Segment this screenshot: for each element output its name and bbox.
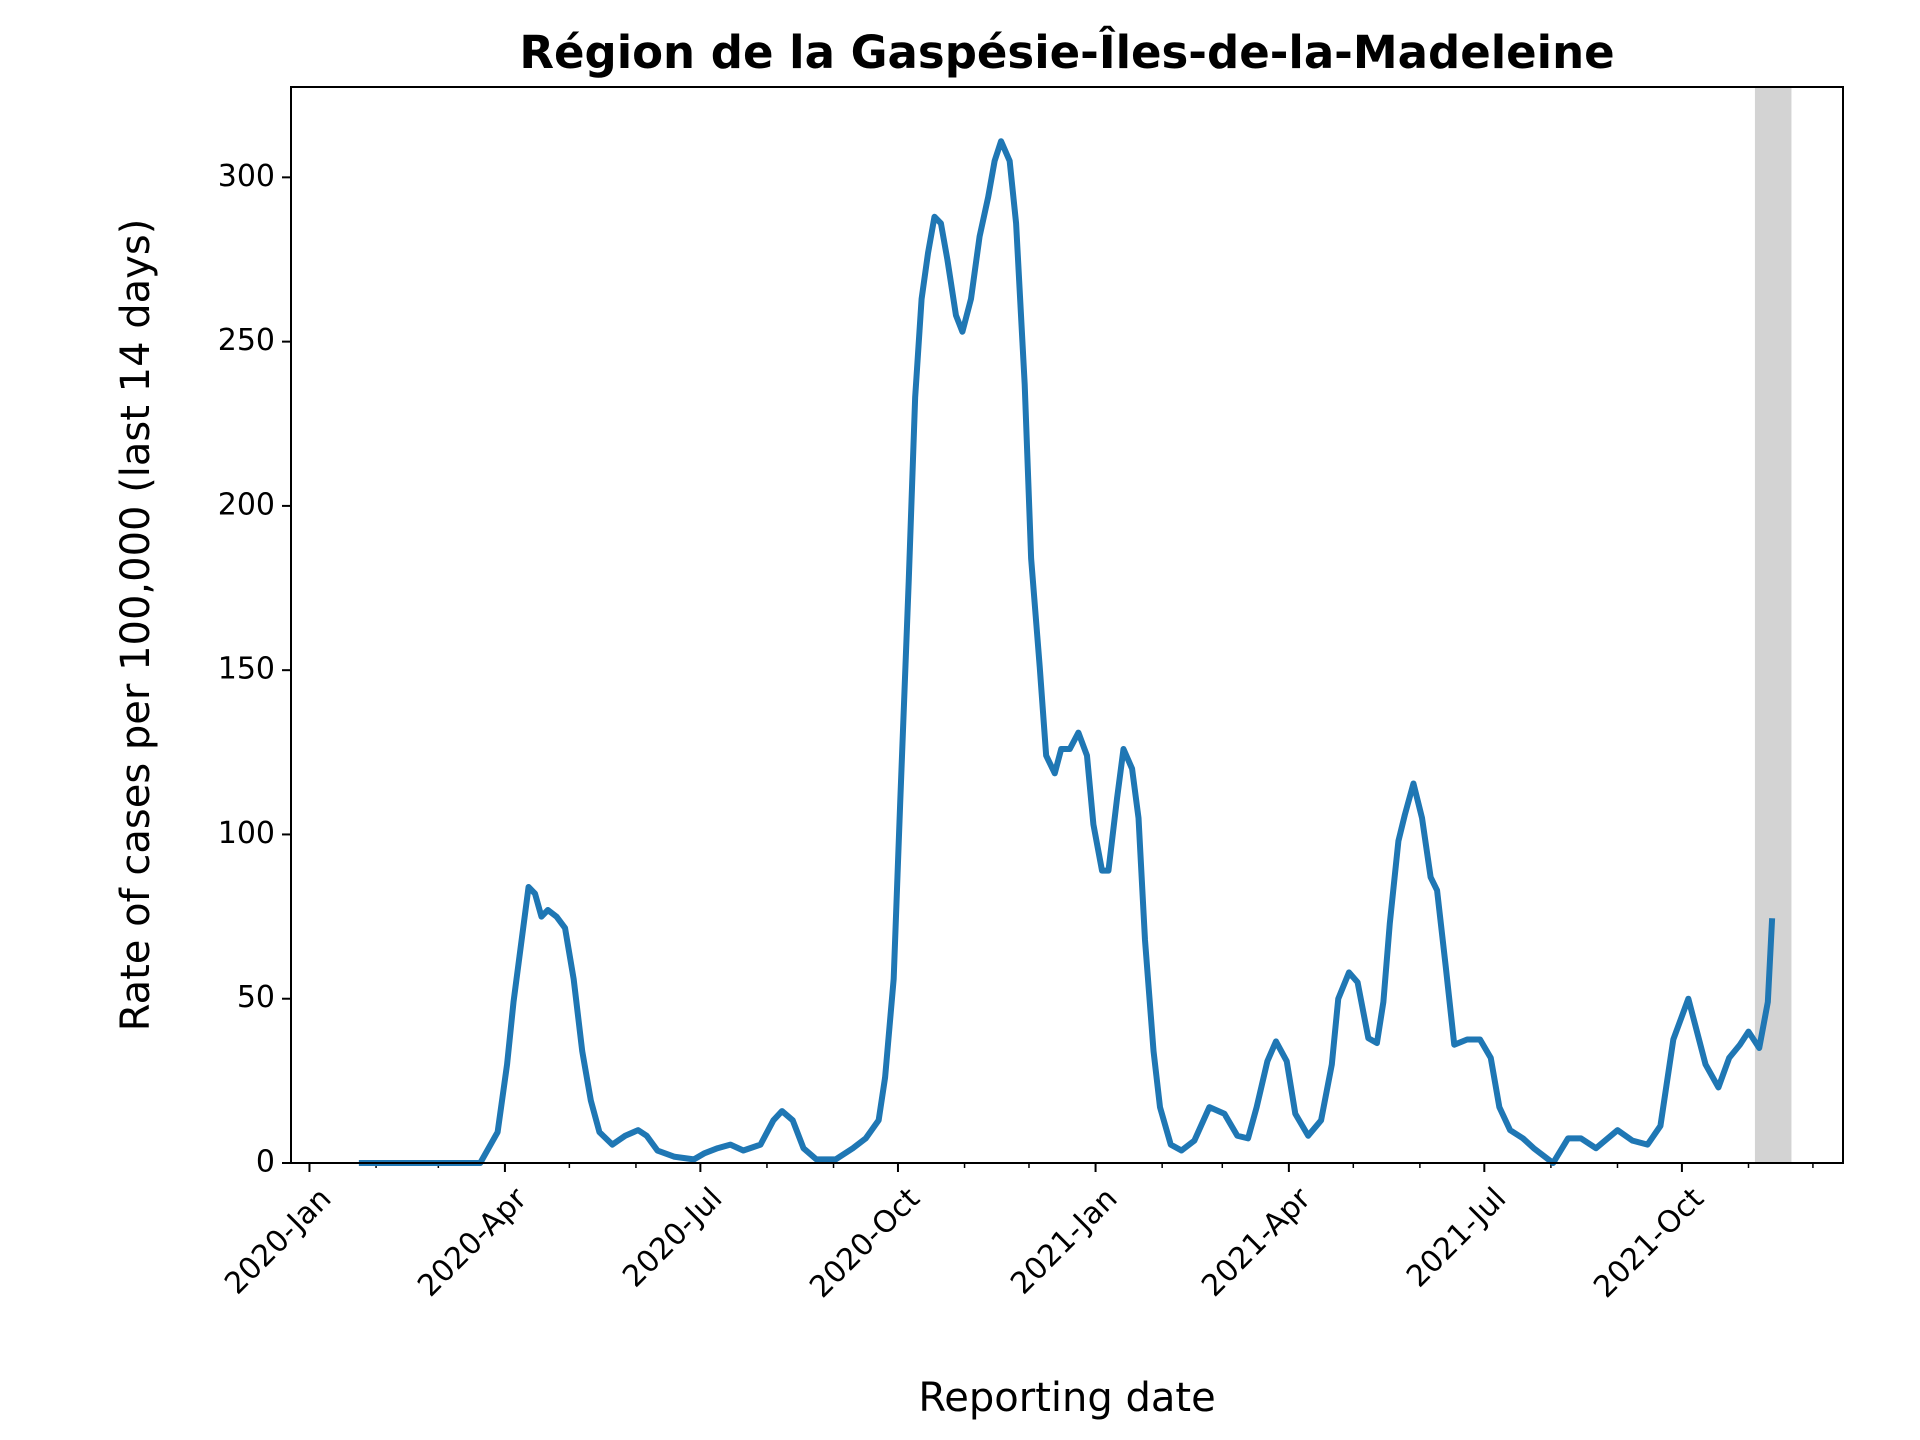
x-tick-label: 2020-Jan [218, 1181, 338, 1301]
y-tick-label: 250 [218, 323, 275, 358]
y-tick-label: 150 [218, 652, 275, 687]
y-tick-label: 300 [218, 159, 275, 194]
x-tick-label: 2021-Jan [1004, 1181, 1124, 1301]
x-tick-label: 2020-Apr [411, 1181, 534, 1304]
x-axis-label: Reporting date [918, 1375, 1215, 1421]
y-tick-label: 0 [256, 1145, 275, 1180]
y-tick-label: 100 [218, 816, 275, 851]
chart-title: Région de la Gaspésie-Îles-de-la-Madelei… [519, 26, 1614, 79]
y-tick-label: 50 [237, 980, 275, 1015]
data-line [358, 138, 1776, 1166]
y-tick-label: 200 [218, 487, 275, 522]
x-tick-label: 2021-Apr [1195, 1181, 1318, 1304]
y-axis-label: Rate of cases per 100,000 (last 14 days) [113, 219, 159, 1032]
x-tick-label: 2021-Jul [1400, 1181, 1513, 1294]
x-tick-label: 2021-Oct [1587, 1181, 1711, 1305]
plot-frame [290, 86, 1844, 1164]
x-tick-label: 2020-Oct [803, 1181, 927, 1305]
shaded-span [1754, 87, 1792, 1163]
x-tick-label: 2020-Jul [616, 1181, 729, 1294]
